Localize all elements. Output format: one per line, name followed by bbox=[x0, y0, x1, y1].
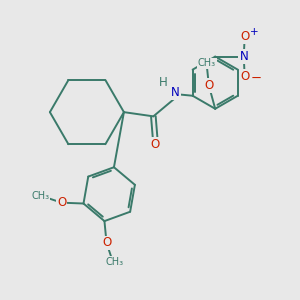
Text: CH₃: CH₃ bbox=[106, 257, 124, 267]
Text: CH₃: CH₃ bbox=[198, 58, 216, 68]
Text: O: O bbox=[240, 30, 249, 43]
Text: CH₃: CH₃ bbox=[32, 191, 50, 201]
Text: N: N bbox=[239, 50, 248, 63]
Text: H: H bbox=[159, 76, 168, 89]
Text: −: − bbox=[251, 72, 262, 86]
Text: +: + bbox=[250, 27, 258, 37]
Text: O: O bbox=[102, 236, 111, 250]
Text: O: O bbox=[204, 79, 214, 92]
Text: O: O bbox=[151, 138, 160, 151]
Text: O: O bbox=[240, 70, 249, 83]
Text: N: N bbox=[171, 86, 180, 99]
Text: O: O bbox=[57, 196, 66, 209]
